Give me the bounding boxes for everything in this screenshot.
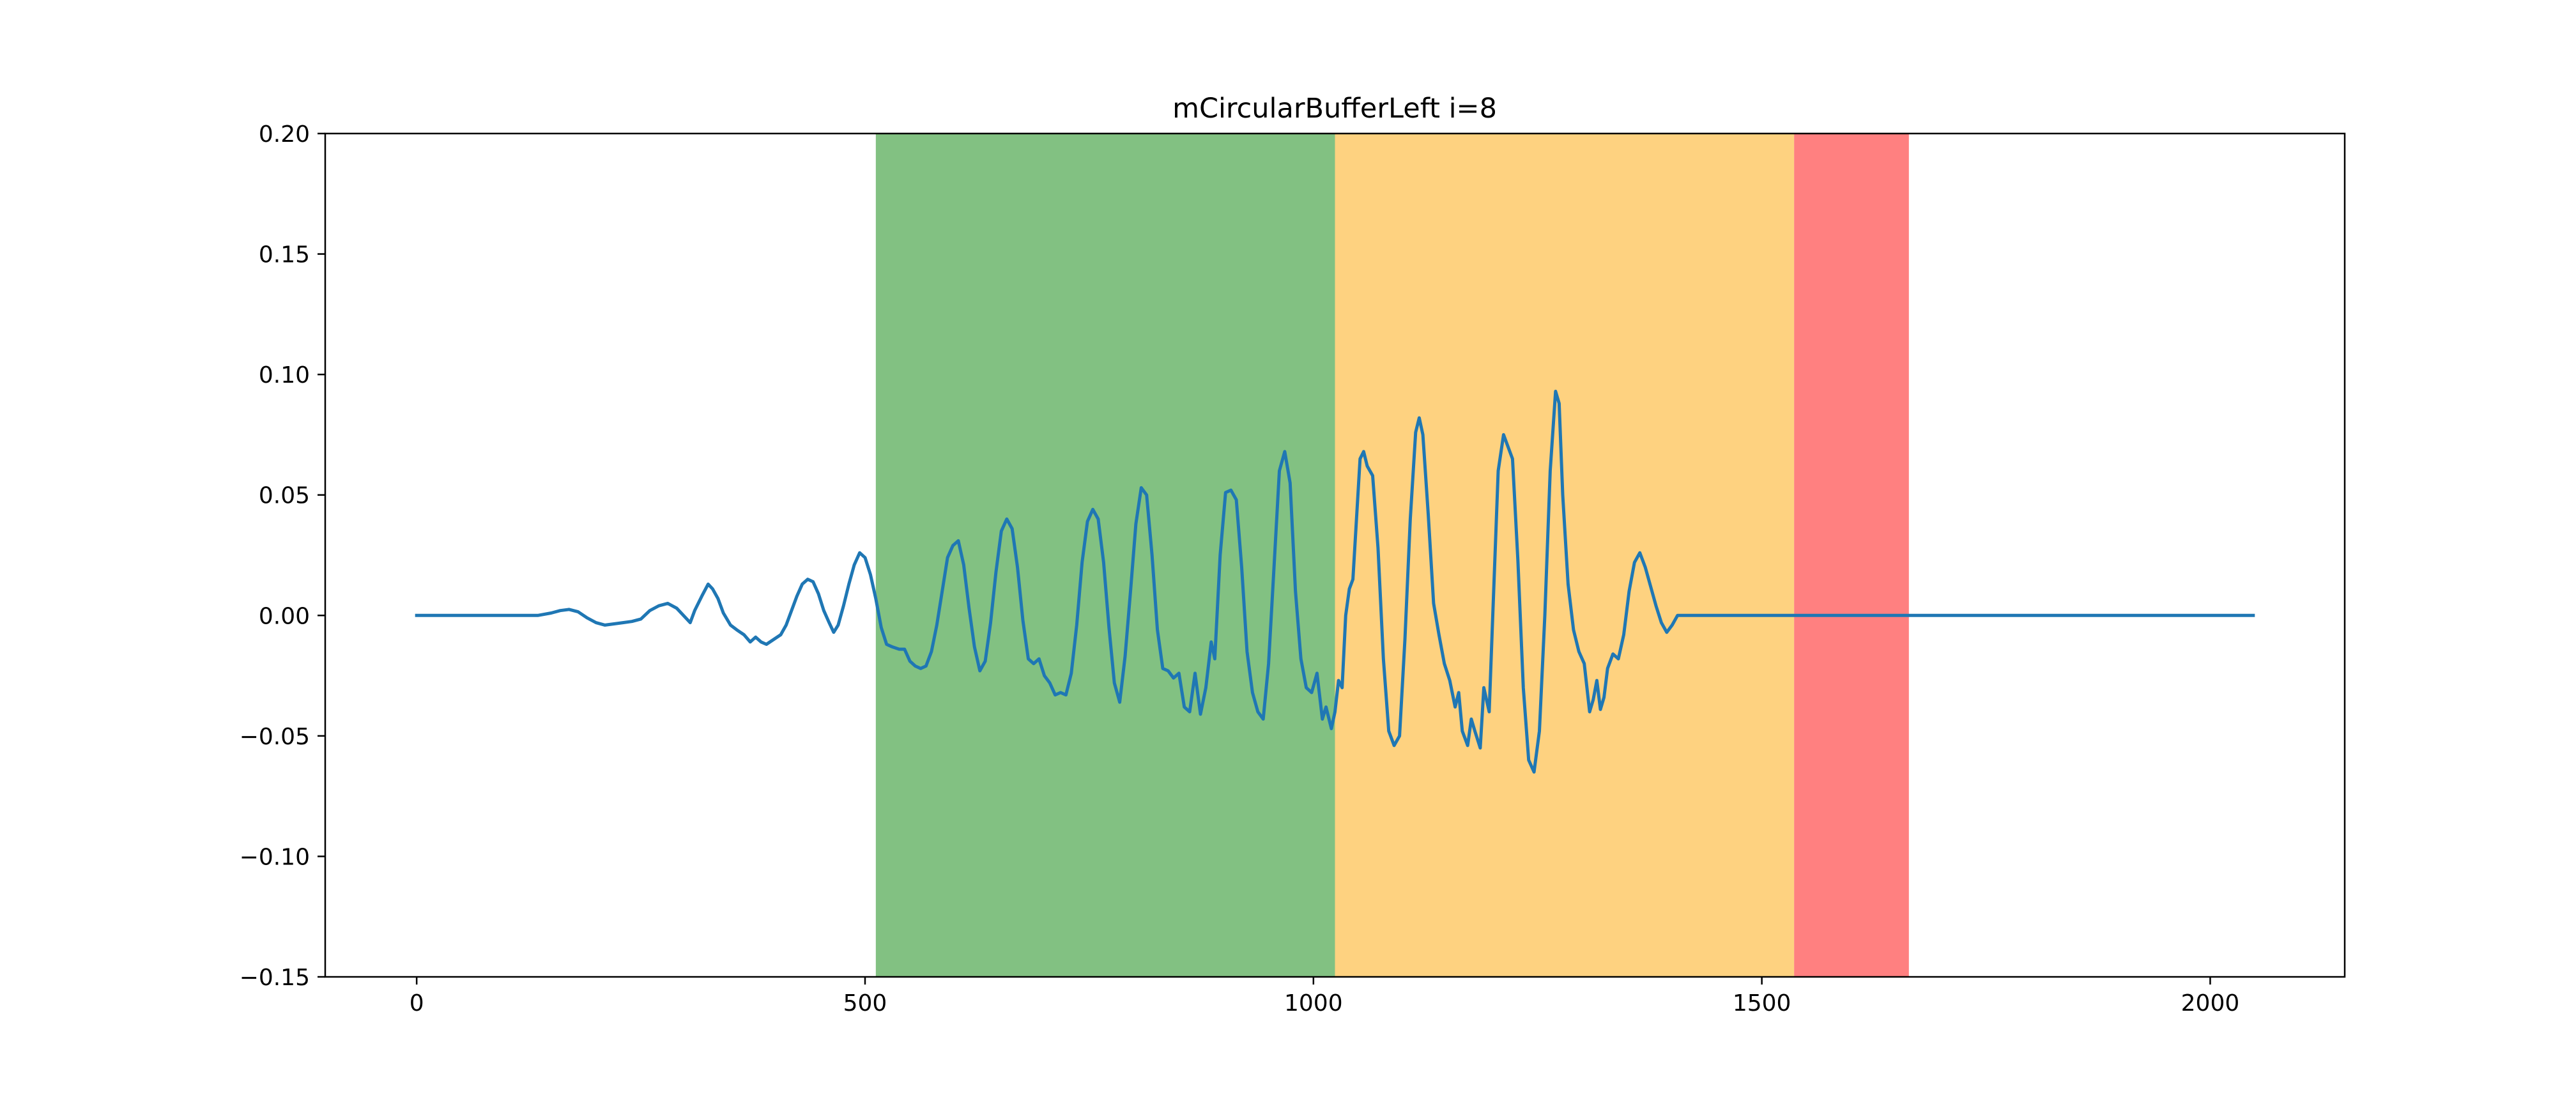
x-tick-label: 0 xyxy=(410,990,424,1016)
y-tick-label: 0.20 xyxy=(259,121,310,148)
shaded-region-2 xyxy=(1335,134,1795,977)
series-line-1 xyxy=(415,390,2255,774)
y-tick-label: −0.05 xyxy=(240,724,310,750)
y-tick-label: −0.15 xyxy=(240,965,310,991)
axes: 0 500 1000 1500 2000 0.20 0.15 0.10 0.05 0.00 −0.0… xyxy=(240,121,2346,1016)
chart-title: mCircularBufferLeft i=8 xyxy=(1172,93,1497,125)
x-tick-label: 1000 xyxy=(1284,990,1343,1016)
y-tick-label: −0.10 xyxy=(240,844,310,870)
shaded-regions xyxy=(875,134,1909,977)
plot-frame xyxy=(324,132,2346,978)
shaded-region-3 xyxy=(1794,134,1909,977)
x-tick-label: 1500 xyxy=(1733,990,1791,1016)
y-tick-label: 0.10 xyxy=(259,362,310,388)
x-tick-label: 2000 xyxy=(2181,990,2240,1016)
y-tick-label: 0.05 xyxy=(259,483,310,509)
y-tick-label: 0.00 xyxy=(259,603,310,629)
x-tick-label: 500 xyxy=(843,990,887,1016)
y-tick-label: 0.15 xyxy=(259,242,310,268)
series-layer xyxy=(415,390,2255,774)
shaded-region-1 xyxy=(875,134,1335,977)
